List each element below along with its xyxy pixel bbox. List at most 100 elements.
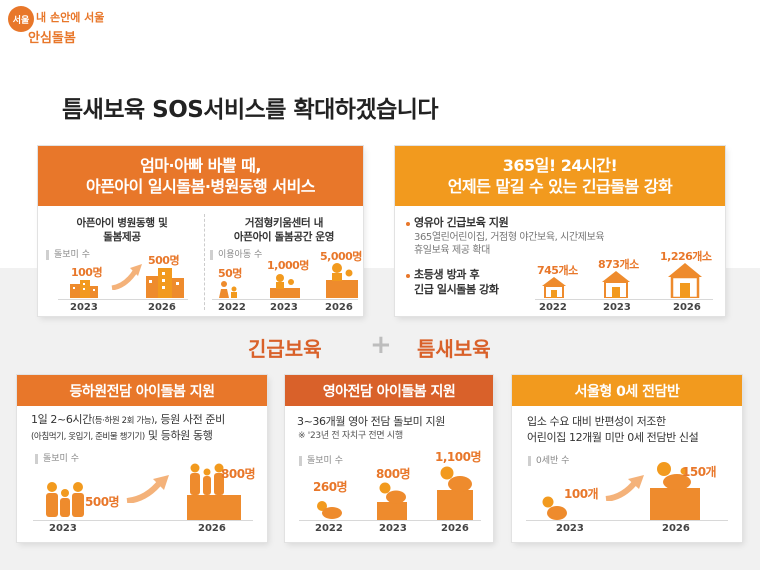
card2-value-2026: 1,226개소 [660, 250, 712, 263]
card1-right-heading-line2: 아픈아이 돌봄공간 운영 [233, 231, 335, 243]
card3-desc-1b: (등·하원 2회 가능) [91, 416, 155, 426]
card5-year-2026: 2026 [662, 523, 690, 534]
card5-title: 서울형 0세 전담반 [574, 383, 680, 400]
card1-divider [204, 214, 205, 310]
card1-right-value-2023: 1,000명 [267, 259, 309, 272]
card3-desc-line2: (아침먹기, 옷입기, 준비물 챙기기) 및 등하원 동행 [31, 428, 213, 445]
card3-desc-2b: 및 등하원 동행 [144, 429, 213, 442]
card1-right-unit: 이용아동 수 [210, 250, 262, 260]
card3-baseline [33, 520, 253, 521]
card3-growth-arrow [126, 475, 169, 503]
card2-value-2023: 873개소 [598, 258, 639, 271]
card2-bullet1-sub1: 365열린어린이집, 거점형 야간보육, 시간제보육 [414, 232, 605, 243]
card5-value-2026: 150개 [682, 465, 717, 479]
card4-year-2022: 2022 [315, 523, 343, 534]
card3-desc-1a: 1일 2~6시간 [31, 413, 92, 426]
card4-baseline [299, 520, 481, 521]
card1-left-year-2026: 2026 [148, 302, 176, 313]
card1-left-baseline [58, 299, 188, 300]
card3-bar-2026 [187, 495, 241, 520]
house-medium-icon [602, 271, 630, 298]
card1-left-value-2026: 500명 [148, 254, 180, 267]
card1-right-year-2022: 2022 [218, 302, 246, 313]
building-small-icon [70, 280, 98, 298]
card3-value-2026: 800명 [221, 467, 256, 481]
baby-sitting-large-icon [657, 462, 691, 490]
card1-right-heading: 거점형키움센터 내 아픈아이 돌봄공간 운영 [208, 216, 360, 244]
caregiver-small-icon [219, 281, 237, 298]
card5-unit: 0세반 수 [528, 456, 569, 466]
card1-right-heading-line1: 거점형키움센터 내 [244, 217, 324, 229]
gap-care-label: 틈새보육 [417, 337, 491, 361]
card1-title-line2: 아픈아이 일시돌봄·병원동행 서비스 [85, 177, 316, 196]
card1-header: 엄마·아빠 바쁠 때, 아픈아이 일시돌봄·병원동행 서비스 [38, 146, 363, 206]
card-zero-age-class: 서울형 0세 전담반 입소 수요 대비 반편성이 저조한 어린이집 12개월 미… [512, 375, 742, 542]
card4-bar-2026 [437, 490, 473, 520]
emergency-care-label: 긴급보육 [248, 337, 322, 361]
card2-bullet2-line1: 초등생 방과 후 [414, 268, 480, 281]
card4-title: 영아전담 아이돌봄 지원 [322, 383, 456, 400]
card5-desc-line2: 어린이집 12개월 미만 0세 전담반 신설 [527, 431, 699, 444]
card5-desc-line1: 입소 수요 대비 반편성이 저조한 [527, 415, 666, 428]
card5-baseline [526, 520, 728, 521]
card5-value-2023: 100개 [564, 487, 599, 501]
card4-year-2023: 2023 [379, 523, 407, 534]
card4-desc: 3~36개월 영아 전담 돌보미 지원 [297, 415, 445, 428]
card1-left-heading-line2: 돌봄제공 [103, 231, 141, 243]
baby-sitting-small-icon [542, 496, 567, 520]
card5-header: 서울형 0세 전담반 [512, 375, 742, 406]
card2-value-2022: 745개소 [537, 264, 578, 277]
card4-value-2022: 260명 [313, 480, 348, 494]
card1-right-value-2026: 5,000명 [320, 250, 362, 263]
card3-desc-2a: (아침먹기, 옷입기, 준비물 챙기기) [31, 432, 145, 442]
card3-year-2023: 2023 [49, 523, 77, 534]
crawling-baby-large-icon [440, 466, 472, 492]
card-emergency-care: 365일! 24시간! 언제든 맡길 수 있는 긴급돌봄 강화 영유아 긴급보육… [395, 146, 725, 316]
card1-left-heading-line1: 아픈아이 병원동행 및 [76, 217, 168, 229]
crawling-baby-small-icon [317, 501, 342, 519]
building-large-icon [146, 268, 184, 298]
card3-unit: 돌보미 수 [35, 454, 79, 464]
card2-bullet1-sub2: 휴일보육 제공 확대 [414, 245, 490, 256]
card3-header: 등하원전담 아이돌봄 지원 [17, 375, 267, 406]
card1-title-line1: 엄마·아빠 바쁠 때, [140, 156, 261, 175]
card1-left-year-2023: 2023 [70, 302, 98, 313]
card2-baseline [535, 299, 713, 300]
card4-note: ※ '23년 전 자치구 전면 시행 [298, 431, 403, 441]
house-small-icon [542, 277, 566, 298]
house-large-icon [668, 263, 702, 298]
plus-icon: + [370, 330, 392, 360]
seoul-logo: 서울 내 손안에 서울 안심돌봄 [8, 6, 118, 46]
card1-left-unit: 돌보미 수 [46, 250, 90, 260]
card2-header: 365일! 24시간! 언제든 맡길 수 있는 긴급돌봄 강화 [395, 146, 725, 206]
caregiver-medium-icon [270, 274, 300, 298]
card2-bullet1-main: 영유아 긴급보육 지원 [414, 216, 509, 229]
card1-right-value-2022: 50명 [218, 267, 242, 280]
card3-desc-line1: 1일 2~6시간(등·하원 2회 가능), 등원 사전 준비 [31, 412, 225, 429]
card1-right-year-2026: 2026 [325, 302, 353, 313]
card2-year-2026: 2026 [673, 302, 701, 313]
family-large-icon [190, 463, 224, 495]
card2-bullet1-dot [406, 222, 410, 226]
card5-bar-2026 [650, 488, 700, 520]
card-school-commute-care: 등하원전담 아이돌봄 지원 1일 2~6시간(등·하원 2회 가능), 등원 사… [17, 375, 267, 542]
family-small-icon [46, 482, 84, 517]
page-title: 틈새보육 SOS서비스를 확대하겠습니다 [62, 97, 439, 123]
caregiver-large-icon [326, 263, 358, 298]
card2-title-line1: 365일! 24시간! [502, 156, 618, 175]
crawling-baby-medium-icon [379, 482, 406, 504]
card-infant-care: 영아전담 아이돌봄 지원 3~36개월 영아 전담 돌보미 지원 ※ '23년 … [285, 375, 493, 542]
card4-header: 영아전담 아이돌봄 지원 [285, 375, 493, 406]
card4-year-2026: 2026 [441, 523, 469, 534]
card3-value-2023: 500명 [85, 495, 120, 509]
card4-bar-2023 [377, 502, 407, 520]
card1-left-value-2023: 100명 [71, 266, 103, 279]
logo-line1: 내 손안에 서울 [36, 11, 105, 24]
seoul-logo-badge: 서울 [8, 6, 34, 32]
card1-left-heading: 아픈아이 병원동행 및 돌봄제공 [46, 216, 198, 244]
card4-value-2023: 800명 [376, 467, 411, 481]
card2-year-2022: 2022 [539, 302, 567, 313]
card5-year-2023: 2023 [556, 523, 584, 534]
card4-unit: 돌보미 수 [299, 456, 343, 466]
card3-desc-1c: , 등원 사전 준비 [154, 413, 225, 426]
